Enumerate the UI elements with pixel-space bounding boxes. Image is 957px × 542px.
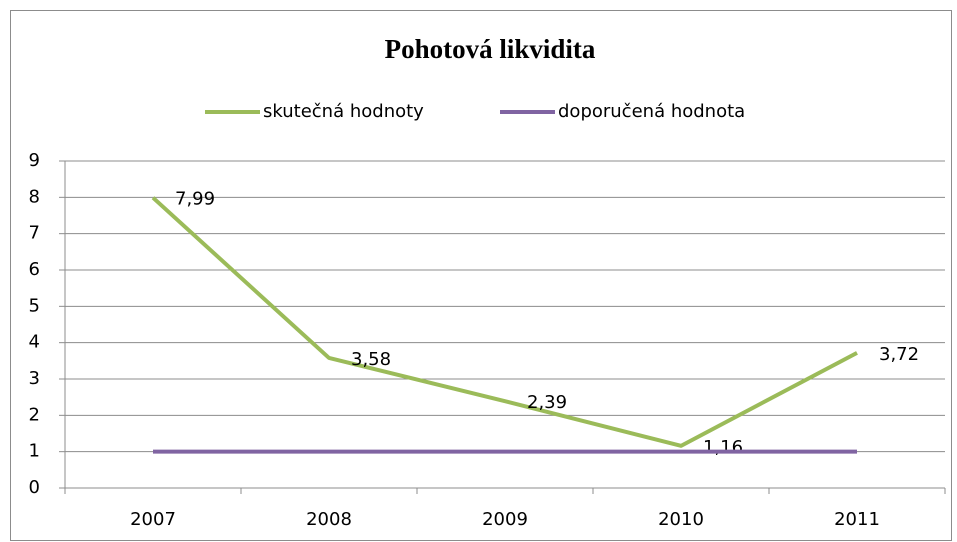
y-tick-label: 8 <box>29 186 40 207</box>
y-tick-label: 5 <box>29 295 40 316</box>
chart-border <box>10 10 952 541</box>
y-tick-label: 3 <box>29 368 40 389</box>
x-tick-label: 2010 <box>658 509 704 530</box>
data-label: 7,99 <box>175 189 215 210</box>
data-label: 3,58 <box>351 349 391 370</box>
x-tick-label: 2007 <box>130 509 176 530</box>
y-tick-label: 4 <box>29 332 40 353</box>
x-tick-label: 2011 <box>834 509 880 530</box>
x-tick-label: 2008 <box>306 509 352 530</box>
x-tick-label: 2009 <box>482 509 528 530</box>
y-tick-label: 0 <box>29 477 40 498</box>
y-tick-label: 9 <box>29 150 40 171</box>
y-tick-label: 1 <box>29 441 40 462</box>
y-tick-label: 2 <box>29 404 40 425</box>
data-label: 3,72 <box>879 344 919 365</box>
y-tick-label: 7 <box>29 223 40 244</box>
data-label: 1,16 <box>703 437 743 458</box>
legend-label: skutečná hodnoty <box>263 101 424 122</box>
data-label: 2,39 <box>527 392 567 413</box>
legend-label: doporučená hodnota <box>558 101 745 122</box>
y-tick-label: 6 <box>29 259 40 280</box>
series-line <box>151 196 858 448</box>
chart-title: Pohotová likvidita <box>385 34 596 64</box>
